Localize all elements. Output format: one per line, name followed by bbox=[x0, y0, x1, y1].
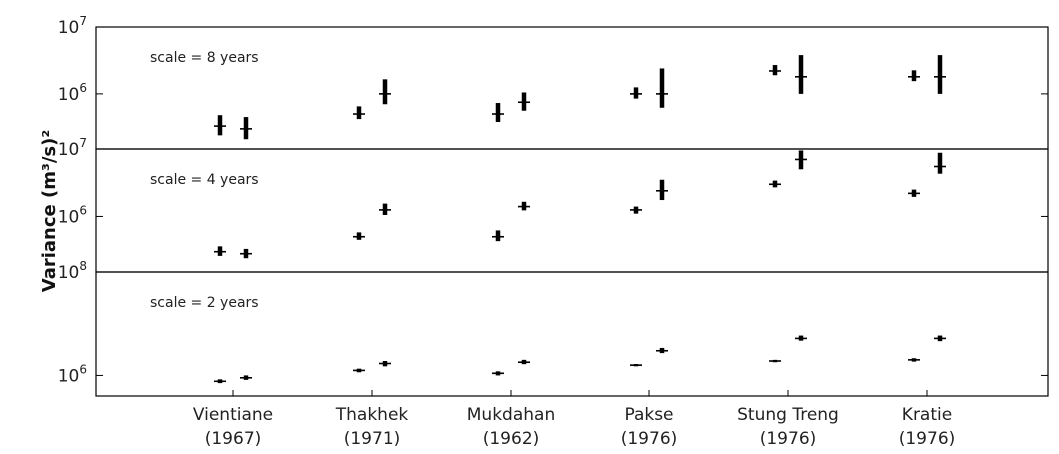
x-tick-label-name: Thakhek bbox=[335, 405, 409, 425]
x-tick-label-year: (1971) bbox=[344, 429, 401, 449]
panel-frame bbox=[95, 26, 1049, 150]
y-tick-label: 106 bbox=[58, 362, 87, 386]
x-tick-label-year: (1962) bbox=[483, 429, 540, 449]
panel-3: 108 106 scale = 2 years bbox=[58, 259, 1049, 397]
x-tick-label-year: (1967) bbox=[205, 429, 262, 449]
panel-annotation: scale = 4 years bbox=[150, 172, 259, 188]
x-tick-label-name: Vientiane bbox=[193, 405, 273, 425]
x-axis-labels: Vientiane (1967) Thakhek (1971) Mukdahan (196… bbox=[193, 390, 955, 449]
x-tick-label-name: Mukdahan bbox=[467, 405, 555, 425]
panel-1: 107 106 scale = 8 years bbox=[58, 14, 1049, 150]
x-tick-label-name: Kratie bbox=[902, 405, 952, 425]
y-tick-label: 106 bbox=[58, 81, 87, 105]
panel-annotation: scale = 2 years bbox=[150, 295, 259, 311]
y-tick-label: 107 bbox=[58, 14, 87, 38]
x-tick-label-year: (1976) bbox=[899, 429, 956, 449]
panel-annotation: scale = 8 years bbox=[150, 50, 259, 66]
panel-2: 107 106 scale = 4 years bbox=[58, 136, 1049, 273]
x-tick-label-name: Pakse bbox=[624, 405, 673, 425]
y-axis-label: Variance (m³/s)² bbox=[39, 130, 60, 293]
panels: 107 106 scale = 8 years 107 106 scale = 4 yea… bbox=[58, 14, 1049, 397]
y-tick-label: 106 bbox=[58, 203, 87, 227]
x-tick-label-name: Stung Treng bbox=[737, 405, 839, 425]
y-tick-label: 108 bbox=[58, 259, 87, 283]
x-tick-label-year: (1976) bbox=[621, 429, 678, 449]
x-tick-label-year: (1976) bbox=[760, 429, 817, 449]
y-tick-label: 107 bbox=[58, 136, 87, 160]
panel-frame bbox=[95, 271, 1049, 397]
panel-frame bbox=[95, 148, 1049, 273]
